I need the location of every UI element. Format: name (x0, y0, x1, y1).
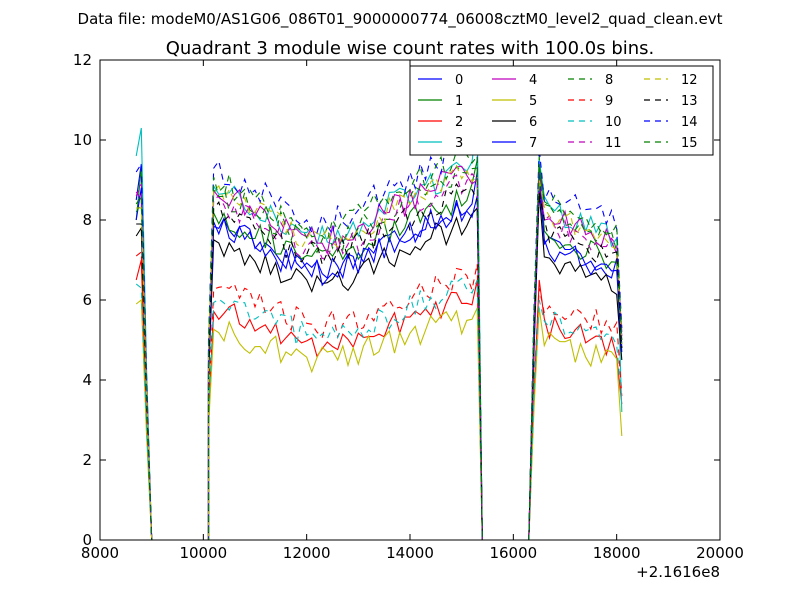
series-line-10 (135, 277, 623, 540)
x-tick-label: 14000 (386, 544, 434, 562)
y-tick-label: 0 (82, 531, 92, 549)
series-line-14 (135, 134, 623, 540)
legend-label-10: 10 (605, 115, 622, 130)
series-line-5 (135, 298, 623, 540)
chart-title: Quadrant 3 module wise count rates with … (166, 38, 655, 59)
legend-label-11: 11 (605, 136, 622, 151)
x-axis: 8000 10000 12000 14000 16000 18000 20000 (81, 60, 744, 562)
series-line-7 (135, 179, 623, 540)
y-tick-label: 12 (73, 51, 92, 69)
legend-label-5: 5 (529, 94, 537, 109)
legend-label-9: 9 (605, 94, 613, 109)
legend-label-8: 8 (605, 73, 613, 88)
series-line-12 (136, 164, 623, 540)
series-line-0 (135, 163, 623, 540)
y-tick-label: 4 (82, 371, 92, 389)
x-tick-label: 8000 (81, 544, 119, 562)
x-tick-label: 10000 (179, 544, 227, 562)
legend-label-0: 0 (455, 73, 463, 88)
x-tick-label: 12000 (283, 544, 331, 562)
series-line-13 (136, 183, 623, 540)
legend-label-12: 12 (681, 73, 698, 88)
legend-label-14: 14 (681, 115, 698, 130)
series-line-2 (135, 259, 623, 540)
y-tick-label: 8 (82, 211, 92, 229)
legend-frame (409, 65, 714, 156)
legend-label-3: 3 (455, 136, 463, 151)
series-layer (135, 119, 623, 540)
x-axis-offset-label: +2.1616e8 (636, 563, 720, 581)
legend-label-6: 6 (529, 115, 537, 130)
series-line-3 (135, 119, 623, 540)
data-file-caption: Data file: modeM0/AS1G06_086T01_90000007… (78, 10, 723, 29)
series-line-9 (135, 250, 623, 540)
legend-label-7: 7 (529, 136, 537, 151)
x-tick-label: 16000 (489, 544, 537, 562)
legend-label-15: 15 (681, 136, 698, 151)
legend-label-2: 2 (455, 115, 463, 130)
y-tick-label: 10 (73, 131, 92, 149)
series-line-11 (135, 171, 623, 540)
series-line-15 (135, 147, 623, 540)
x-tick-label: 18000 (593, 544, 641, 562)
legend-label-1: 1 (455, 94, 463, 109)
x-tick-label: 20000 (696, 544, 744, 562)
y-tick-label: 2 (82, 451, 92, 469)
legend-label-13: 13 (681, 94, 698, 109)
series-line-6 (135, 191, 623, 540)
legend-label-4: 4 (529, 73, 537, 88)
y-tick-label: 6 (82, 291, 92, 309)
